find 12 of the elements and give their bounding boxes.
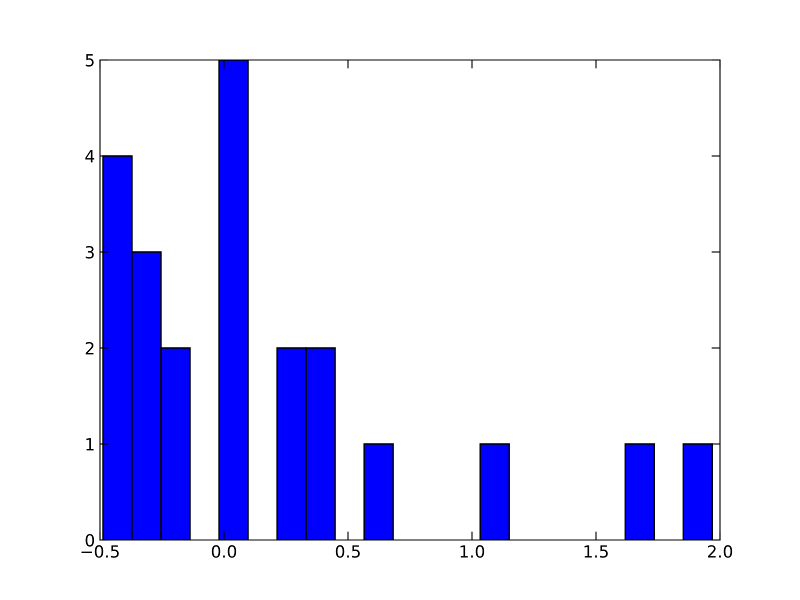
- x-tick-label: 1.5: [584, 545, 608, 558]
- y-tick-label: 3: [86, 246, 94, 259]
- x-tick-label: 1.0: [460, 545, 484, 558]
- y-tick-label: 2: [86, 342, 94, 354]
- y-tick-label: 0: [86, 534, 94, 547]
- x-tick-label: −0.5: [82, 545, 119, 558]
- x-tick-label: 2.0: [708, 545, 732, 558]
- x-tick-label: 0.5: [336, 545, 360, 558]
- y-tick-label: 5: [86, 54, 94, 67]
- x-tick-label: 0.0: [212, 545, 236, 558]
- y-tick-label: 4: [85, 150, 94, 162]
- y-tick-label: 1: [86, 438, 94, 450]
